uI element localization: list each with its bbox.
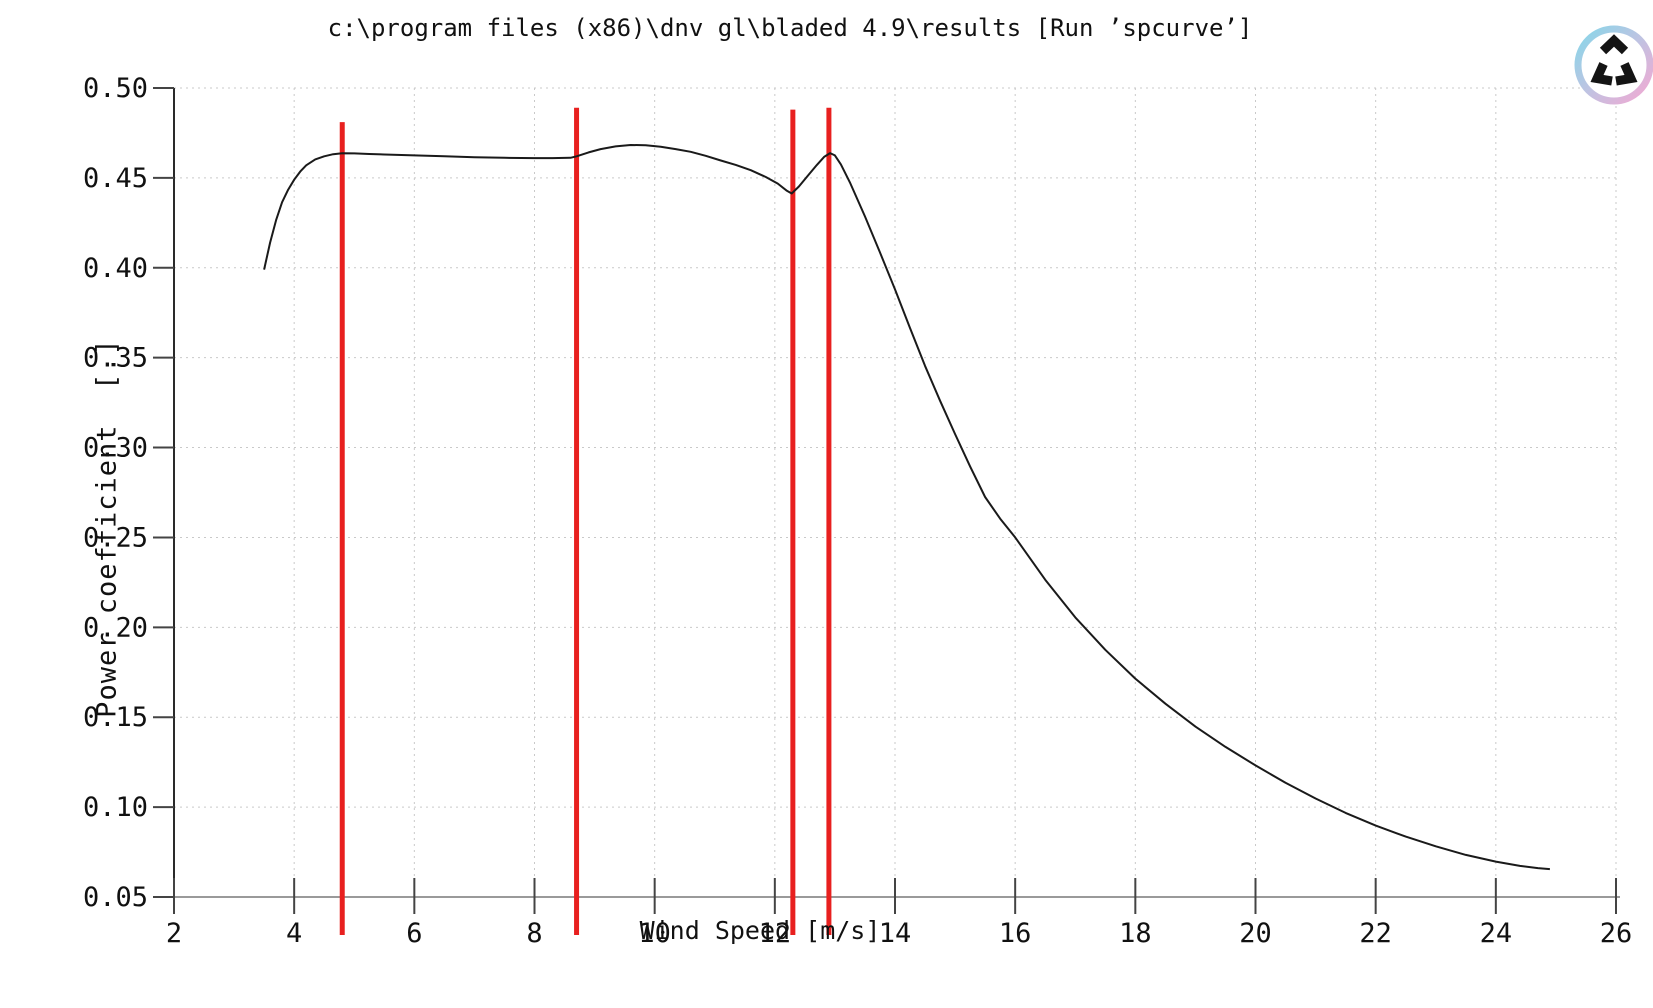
y-tick-label: 0.35: [83, 343, 148, 374]
x-tick-label: 10: [638, 918, 671, 949]
y-tick-label: 0.50: [83, 73, 148, 104]
x-tick-label: 12: [759, 918, 792, 949]
x-tick-label: 14: [879, 918, 912, 949]
y-tick-label: 0.15: [83, 702, 148, 733]
power-coefficient-curve: [263, 144, 1550, 871]
y-tick-label: 0.25: [83, 522, 148, 553]
x-tick-label: 26: [1600, 918, 1633, 949]
x-tick-label: 6: [406, 918, 422, 949]
page-title: c:\program files (x86)\dnv gl\bladed 4.9…: [327, 14, 1253, 42]
x-tick-label: 18: [1119, 918, 1152, 949]
x-tick-label: 8: [526, 918, 542, 949]
x-axis-label: Wind Speed [m/s]: [639, 916, 881, 945]
y-tick-label: 0.05: [83, 882, 148, 913]
bladed-logo: [1574, 25, 1653, 105]
x-tick-label: 24: [1480, 918, 1513, 949]
y-tick-label: 0.45: [83, 163, 148, 194]
y-tick-label: 0.30: [83, 433, 148, 464]
y-tick-label: 0.10: [83, 792, 148, 823]
bladed-rotor-icon: [1574, 25, 1653, 105]
x-tick-label: 22: [1359, 918, 1392, 949]
x-tick-label: 16: [999, 918, 1032, 949]
y-tick-label: 0.40: [83, 253, 148, 284]
x-tick-label: 2: [166, 918, 182, 949]
y-tick-label: 0.20: [83, 612, 148, 643]
x-tick-label: 4: [286, 918, 302, 949]
x-tick-label: 20: [1239, 918, 1272, 949]
